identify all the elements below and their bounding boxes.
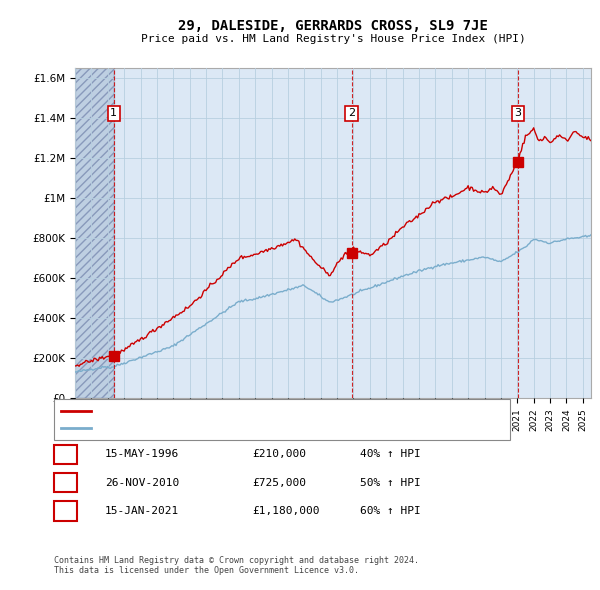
- Text: 26-NOV-2010: 26-NOV-2010: [105, 478, 179, 487]
- Text: 50% ↑ HPI: 50% ↑ HPI: [360, 478, 421, 487]
- Text: £210,000: £210,000: [252, 450, 306, 459]
- Text: 1: 1: [110, 109, 118, 119]
- Text: £725,000: £725,000: [252, 478, 306, 487]
- Text: 3: 3: [62, 506, 69, 516]
- Text: 3: 3: [514, 109, 521, 119]
- Bar: [75, 68, 114, 398]
- Text: Contains HM Land Registry data © Crown copyright and database right 2024.
This d: Contains HM Land Registry data © Crown c…: [54, 556, 419, 575]
- Text: 60% ↑ HPI: 60% ↑ HPI: [360, 506, 421, 516]
- Text: 29, DALESIDE, GERRARDS CROSS, SL9 7JE: 29, DALESIDE, GERRARDS CROSS, SL9 7JE: [178, 19, 488, 33]
- Text: 15-JAN-2021: 15-JAN-2021: [105, 506, 179, 516]
- Bar: [75, 68, 114, 398]
- Text: £1,180,000: £1,180,000: [252, 506, 320, 516]
- Text: Price paid vs. HM Land Registry's House Price Index (HPI): Price paid vs. HM Land Registry's House …: [140, 34, 526, 44]
- Text: 15-MAY-1996: 15-MAY-1996: [105, 450, 179, 459]
- Text: 1: 1: [62, 450, 69, 459]
- Text: 29, DALESIDE, GERRARDS CROSS, SL9 7JE (detached house): 29, DALESIDE, GERRARDS CROSS, SL9 7JE (d…: [98, 406, 416, 416]
- Text: 40% ↑ HPI: 40% ↑ HPI: [360, 450, 421, 459]
- Text: 2: 2: [348, 109, 355, 119]
- Text: HPI: Average price, detached house, Buckinghamshire: HPI: Average price, detached house, Buck…: [98, 423, 398, 433]
- Text: 2: 2: [62, 478, 69, 487]
